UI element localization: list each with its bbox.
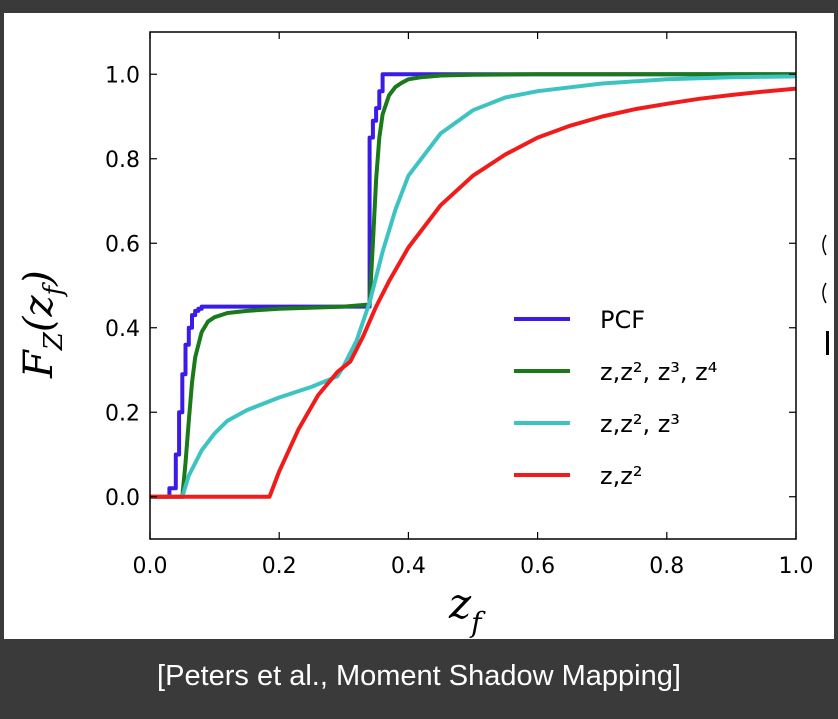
y-tick-label-2: 0.4 — [105, 317, 140, 342]
x-axis-label-base: z — [448, 579, 472, 628]
x-tick-label-4: 0.8 — [649, 554, 684, 579]
x-axis-label-sub: f — [469, 606, 486, 639]
cropped-neighbor-glyph-2 — [822, 282, 827, 304]
legend-label-0: PCF — [600, 306, 645, 334]
cropped-neighbor-glyph — [822, 234, 827, 256]
series-line-1 — [150, 72, 796, 499]
y-tick-label-3: 0.6 — [105, 232, 140, 257]
y-axis-label-sub: Z — [39, 331, 69, 351]
y-axis-label-arg: (z — [16, 295, 62, 333]
cropped-neighbor-glyph-3 — [826, 331, 829, 355]
y-tick-label-0: 0.0 — [105, 486, 140, 511]
y-tick-label-1: 0.2 — [105, 401, 140, 426]
x-tick-label-0: 0.0 — [133, 554, 168, 579]
figure-caption: [Peters et al., Moment Shadow Mapping] — [157, 660, 681, 692]
series-layer — [150, 72, 796, 499]
tick-layer: 0.0 0.2 0.4 0.6 0.8 1.0 0.0 0.2 0.4 0.6 0.8 1.0 — [105, 32, 814, 579]
y-axis-label-close: ) — [16, 270, 62, 287]
x-tick-label-3: 0.6 — [520, 554, 555, 579]
series-line-2 — [150, 74, 796, 499]
plot-frame — [149, 31, 797, 540]
y-tick-label-4: 0.8 — [105, 148, 140, 173]
y-axis-label: FZ(zf) — [16, 270, 69, 379]
figure-panel: 0.0 0.2 0.4 0.6 0.8 1.0 0.0 0.2 0.4 0.6 0.8 1.0 PCF… — [4, 13, 834, 639]
chart: 0.0 0.2 0.4 0.6 0.8 1.0 0.0 0.2 0.4 0.6 0.8 1.0 PCF… — [16, 31, 829, 639]
x-tick-label-5: 1.0 — [779, 554, 814, 579]
x-axis-label: zf — [448, 579, 486, 639]
x-tick-label-1: 0.2 — [262, 554, 297, 579]
x-tick-label-2: 0.4 — [391, 554, 426, 579]
series-line-0 — [150, 72, 796, 499]
legend-label-1: z,z², z³, z⁴ — [600, 358, 717, 386]
series-line-3 — [150, 86, 796, 499]
y-axis-label-main: F — [16, 349, 62, 379]
y-tick-label-5: 1.0 — [105, 63, 140, 88]
legend-label-2: z,z², z³ — [600, 410, 680, 438]
legend: PCF z,z², z³, z⁴ z,z², z³ z,z² — [514, 306, 717, 490]
legend-label-3: z,z² — [600, 462, 642, 490]
